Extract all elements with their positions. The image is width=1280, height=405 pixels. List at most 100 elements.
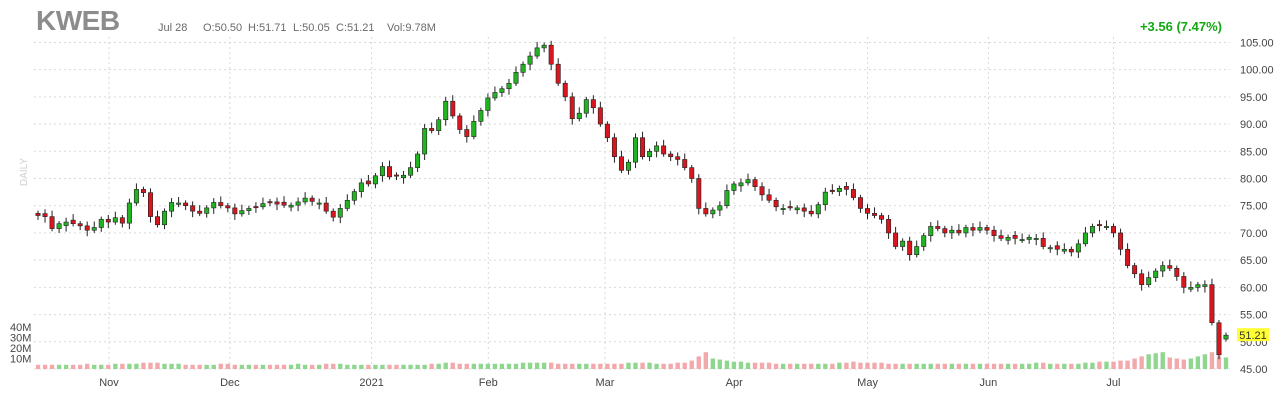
volume-bar	[837, 362, 842, 369]
candle-up	[372, 175, 378, 185]
candle-up	[443, 100, 449, 121]
volume-bar	[56, 364, 62, 369]
price-tick-label: 75.00	[1240, 201, 1268, 213]
volume-bar	[99, 364, 104, 369]
candle-down	[35, 213, 41, 216]
volume-bar	[682, 362, 687, 369]
candle-down	[155, 216, 160, 226]
volume-bar	[450, 362, 455, 369]
volume-bar	[239, 364, 245, 369]
volume-bar	[563, 363, 568, 369]
candle-down	[387, 166, 392, 178]
price-change: +3.56 (7.47%)	[1140, 19, 1222, 34]
candle-down	[309, 197, 315, 202]
candle-down	[829, 189, 835, 192]
volume-bar	[324, 363, 329, 369]
candle-up	[91, 227, 97, 231]
volume-bar	[556, 363, 561, 369]
volume-bar	[703, 352, 708, 369]
volume-bar	[907, 363, 912, 369]
candle-down	[752, 179, 758, 187]
volume-bar	[696, 356, 701, 369]
volume-tick-label: 40M	[10, 322, 31, 334]
volume-bar	[401, 364, 406, 369]
candle-down	[1181, 276, 1187, 288]
candle-up	[1146, 277, 1152, 285]
candle-down	[1174, 268, 1180, 277]
candle-down	[147, 192, 153, 217]
volume-tick-label: 10M	[10, 354, 31, 366]
candle-up	[246, 208, 252, 211]
candle-up	[112, 217, 118, 223]
candle-up	[745, 179, 751, 184]
candle-up	[98, 219, 104, 228]
candle-up	[492, 92, 498, 99]
volume-bar	[598, 363, 603, 369]
volume-bar	[1195, 356, 1201, 369]
volume-bar	[366, 364, 371, 369]
candle-down	[801, 207, 807, 212]
volume-bar	[1097, 361, 1102, 369]
volume-bar	[1083, 362, 1088, 369]
price-tick-label: 85.00	[1240, 146, 1268, 158]
candle-down	[604, 123, 610, 138]
timeframe-label: DAILY	[19, 158, 30, 186]
volume-bar	[710, 358, 716, 369]
volume-bar	[520, 362, 526, 369]
volume-tick-label: 30M	[10, 333, 31, 345]
candle-up	[1082, 232, 1088, 245]
volume-bar	[1019, 363, 1025, 369]
candle-up	[1026, 236, 1032, 240]
candle-up	[133, 189, 139, 204]
volume-bar	[429, 363, 434, 369]
candle-up	[506, 82, 512, 90]
candle-down	[1132, 265, 1138, 275]
volume-bar	[773, 363, 779, 369]
volume-bar	[759, 362, 765, 369]
last-price-badge	[1237, 328, 1269, 342]
candle-up	[534, 47, 540, 57]
candle-down	[555, 63, 561, 84]
candle-down	[759, 186, 765, 196]
candle-down	[865, 208, 870, 214]
candle-up	[717, 205, 723, 211]
volume-bar	[141, 362, 146, 369]
price-tick-label: 90.00	[1240, 119, 1268, 131]
volume-bar	[689, 360, 694, 369]
candle-up	[541, 44, 547, 49]
volume-bar	[92, 364, 97, 369]
volume-tick-label: 20M	[10, 343, 31, 355]
volume-bar	[70, 364, 76, 369]
candle-down	[766, 194, 772, 201]
candle-down	[42, 213, 48, 217]
candle-up	[815, 204, 821, 215]
candle-up	[126, 202, 132, 224]
volume-bar	[506, 363, 512, 369]
candle-down	[548, 44, 554, 65]
candle-up	[513, 72, 519, 84]
candle-down	[696, 178, 702, 209]
candle-down	[232, 207, 238, 215]
candle-up	[1033, 238, 1039, 240]
volume-bar	[865, 362, 870, 369]
candle-down	[661, 145, 667, 155]
candle-down	[183, 202, 189, 207]
candle-up	[963, 227, 969, 234]
price-tick-label: 80.00	[1240, 174, 1268, 186]
volume-bar	[436, 363, 441, 369]
candle-up	[358, 182, 364, 192]
volume-bar	[169, 363, 174, 369]
candle-up	[302, 197, 308, 203]
volume-bar	[766, 362, 772, 369]
candle-down	[429, 128, 435, 131]
candle-down	[1209, 284, 1215, 324]
candle-up	[1075, 243, 1081, 253]
candle-down	[225, 205, 231, 209]
volume-bar	[1055, 363, 1060, 369]
candle-up	[1061, 248, 1067, 252]
volume-bar	[795, 363, 800, 369]
volume-bar	[1104, 361, 1109, 369]
candle-down	[281, 201, 287, 206]
